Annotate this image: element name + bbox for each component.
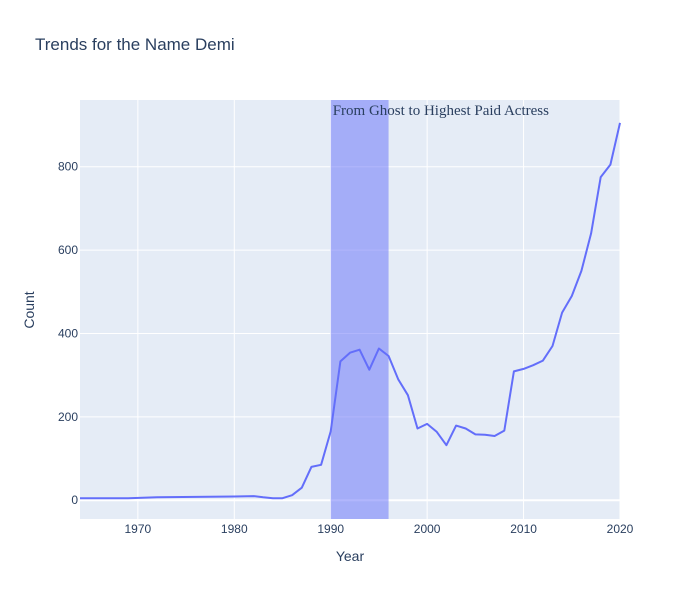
highlight-band: [330, 100, 389, 519]
x-tick-label: 2010: [510, 522, 537, 536]
x-tick-label: 1970: [125, 522, 152, 536]
x-tick-label: 2000: [414, 522, 441, 536]
y-tick-labels: 0 200 400 600 800: [58, 160, 78, 508]
chart-title: Trends for the Name Demi: [35, 35, 235, 54]
y-tick-label: 600: [58, 243, 78, 257]
y-tick-label: 200: [58, 410, 78, 424]
x-tick-label: 1980: [221, 522, 248, 536]
y-tick-label: 800: [58, 160, 78, 174]
x-tick-label: 1990: [317, 522, 344, 536]
x-tick-labels: 1970 1980 1990 2000 2010 2020: [125, 522, 634, 536]
highlight-band-group: [330, 100, 389, 519]
series-line-demi: [80, 122, 621, 500]
y-tick-label: 0: [71, 493, 78, 507]
y-axis-label: Count: [21, 291, 37, 328]
x-axis-label: Year: [336, 548, 365, 564]
y-tick-label: 400: [58, 326, 78, 340]
x-tick-label: 2020: [607, 522, 634, 536]
highlight-annotation: From Ghost to Highest Paid Actress: [333, 103, 549, 119]
